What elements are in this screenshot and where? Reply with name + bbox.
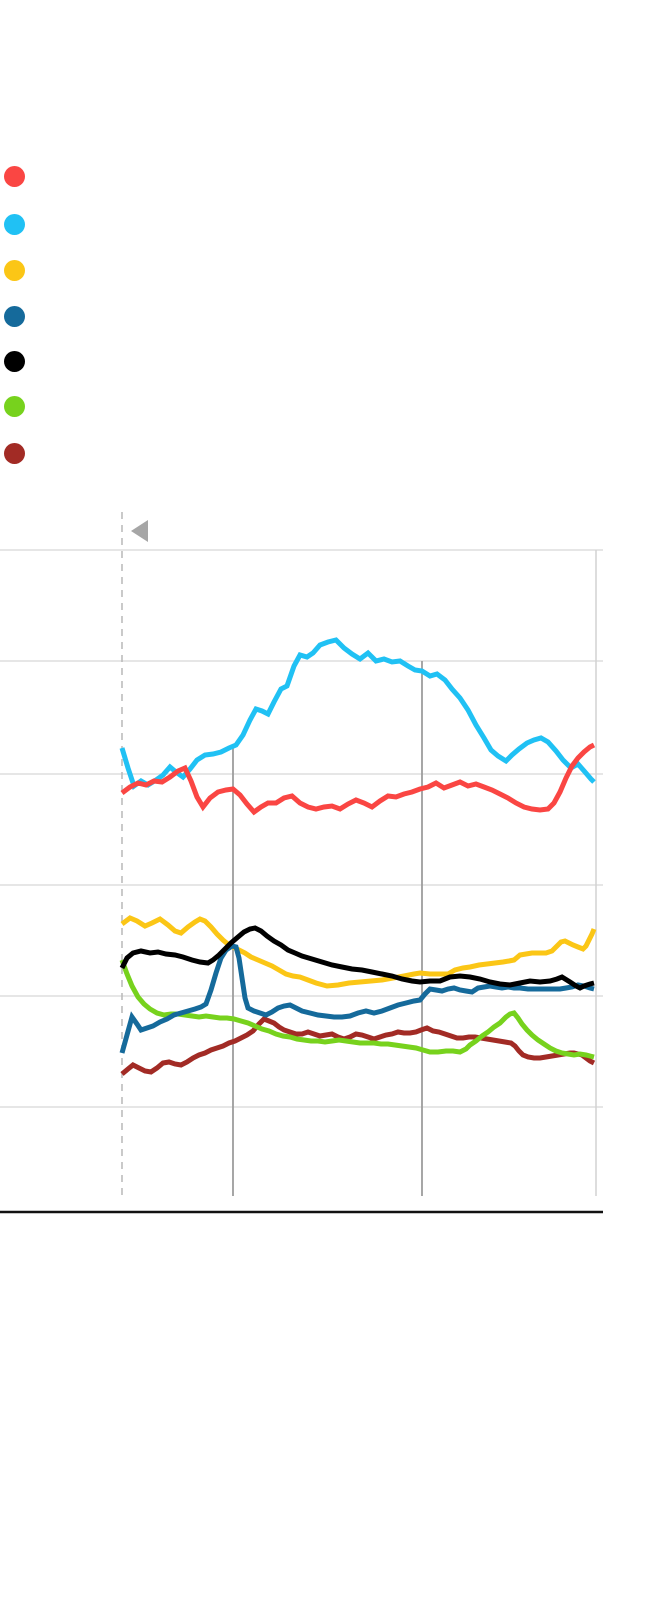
series-line-dark-red: [120, 1016, 596, 1076]
legend-swatch-black: [4, 351, 25, 372]
chart-legend: [0, 0, 670, 480]
series-line-red: [120, 742, 596, 816]
legend-swatch-dark-blue: [4, 306, 25, 327]
left-arrow-marker-icon: [131, 520, 148, 542]
series-line-light-blue: [119, 637, 596, 791]
legend-swatch-yellow: [4, 260, 25, 281]
legend-swatch-red: [4, 166, 25, 187]
legend-swatch-light-blue: [4, 214, 25, 235]
series-line-green: [119, 959, 595, 1060]
series-line-black: [119, 925, 595, 991]
series-line-yellow: [120, 915, 597, 989]
legend-swatch-dark-red: [4, 443, 25, 464]
legend-swatch-green: [4, 396, 25, 417]
